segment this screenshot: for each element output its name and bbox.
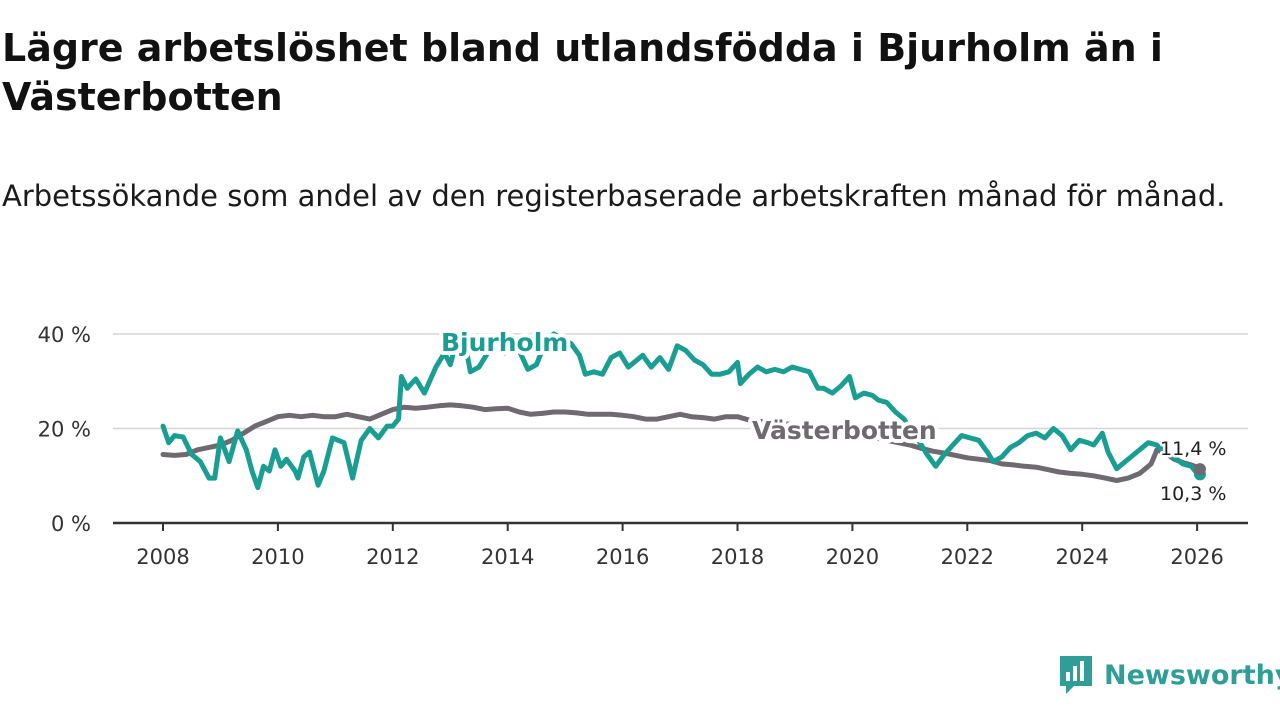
series-line-vsterbotten — [160, 402, 1203, 483]
x-tick-label: 2024 — [1055, 545, 1108, 569]
newsworthy-logo: Newsworthy — [1058, 654, 1280, 696]
grid-lines: 0 % 20 % 40 % — [38, 323, 1248, 536]
x-tick-label: 2010 — [251, 545, 304, 569]
chart-subtitle: Arbetssökande som andel av den registerb… — [2, 179, 1226, 213]
series-label: Västerbotten — [752, 416, 937, 445]
y-tick-label: 40 % — [38, 323, 91, 347]
x-tick-label: 2020 — [826, 545, 879, 569]
newsworthy-logo-text: Newsworthy — [1104, 659, 1280, 691]
series-labels: Bjurholm Västerbotten 11,4 % 10,3 % — [437, 324, 1229, 508]
end-value-label: 10,3 % — [1160, 483, 1226, 505]
x-axis: 2008 2010 2012 2014 2016 2018 2020 2022 2024 2026 — [113, 521, 1248, 569]
end-value-label: 11,4 % — [1160, 438, 1226, 460]
x-tick-label: 2012 — [366, 545, 419, 569]
x-tick-label: 2008 — [136, 545, 189, 569]
series-label: Bjurholm — [441, 328, 568, 357]
x-tick-label: 2018 — [711, 545, 764, 569]
x-tick-label: 2016 — [596, 545, 649, 569]
series-lines — [160, 331, 1206, 491]
y-tick-label: 20 % — [38, 418, 91, 442]
x-tick-label: 2014 — [481, 545, 534, 569]
x-tick-label: 2022 — [941, 545, 994, 569]
newsworthy-logo-icon — [1060, 656, 1092, 694]
chart-title: Lägre arbetslöshet bland utlandsfödda i … — [2, 26, 1163, 119]
x-tick-label: 2026 — [1170, 545, 1223, 569]
series-end-dot — [1193, 463, 1206, 476]
series-line-bjurholm — [160, 331, 1203, 491]
y-tick-label: 0 % — [51, 512, 91, 536]
